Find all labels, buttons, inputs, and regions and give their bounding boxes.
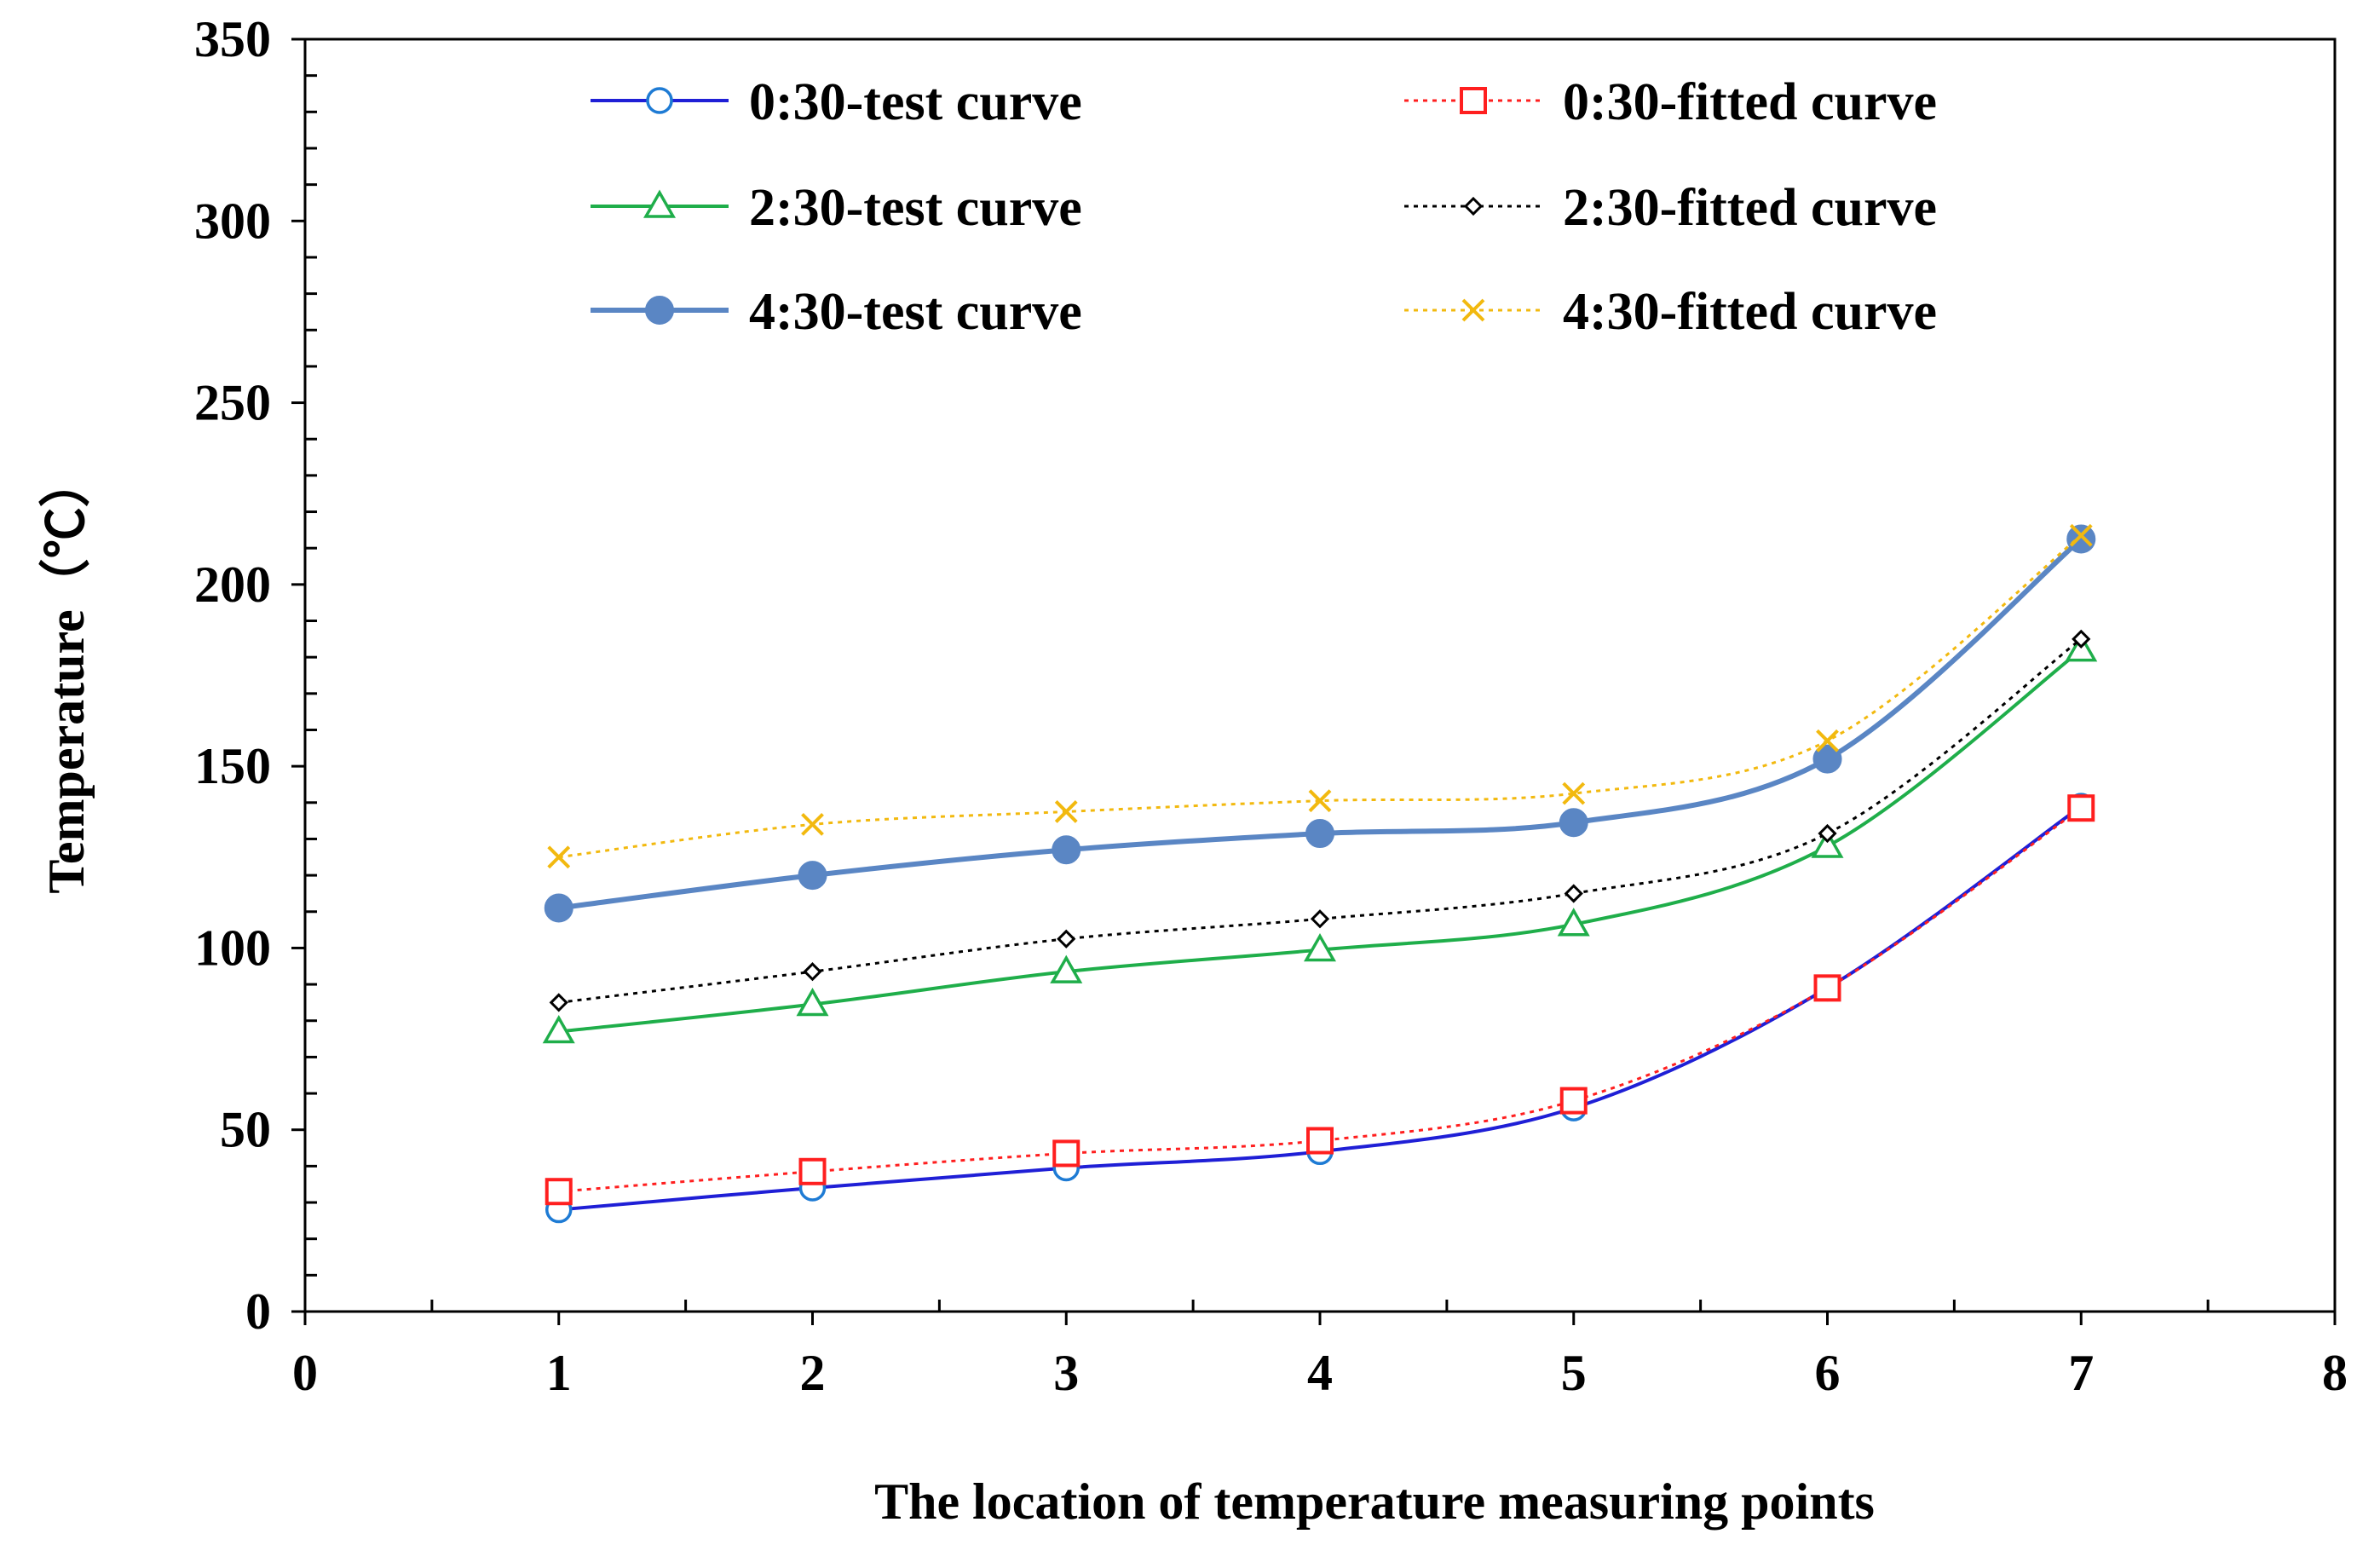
data-point-marker (544, 893, 573, 923)
data-point-marker (542, 1015, 575, 1044)
data-point-marker (1057, 929, 1076, 948)
x-tick-label: 1 (546, 1345, 572, 1401)
data-point-marker (801, 812, 824, 836)
data-point-marker (803, 962, 822, 982)
y-tick-label: 150 (194, 738, 271, 794)
marker-stroke (1308, 789, 1332, 813)
data-point-marker (2072, 629, 2091, 649)
data-point-marker (2067, 794, 2095, 822)
data-point-marker (1816, 729, 1839, 752)
marker-stroke (1054, 800, 1078, 823)
legend-label: 0:30-fitted curve (1563, 73, 1937, 131)
x-tick-label: 5 (1561, 1345, 1587, 1401)
x-tick-label: 4 (1307, 1345, 1333, 1401)
x-tick-label: 8 (2322, 1345, 2348, 1401)
y-tick-label: 200 (194, 556, 271, 613)
legend-entry-2: 0:30-fitted curve (1404, 73, 1937, 131)
data-point-marker (2069, 523, 2093, 547)
legend-entry-1: 0:30-test curve (591, 73, 1082, 131)
y-tick-label: 50 (220, 1102, 271, 1158)
data-point-marker (547, 845, 571, 869)
marker-stroke (2069, 523, 2093, 547)
data-point-marker (1564, 884, 1583, 903)
data-point-marker (1813, 974, 1841, 1002)
x-tick-label: 2 (800, 1345, 826, 1401)
marker-stroke (1461, 298, 1485, 322)
legend-label: 4:30-fitted curve (1563, 283, 1937, 341)
data-point-marker (646, 87, 673, 114)
data-point-marker (1306, 1127, 1334, 1155)
legend-entry-6: 4:30-fitted curve (1404, 283, 1937, 341)
marker-stroke (801, 812, 824, 836)
data-point-marker (1559, 1087, 1588, 1115)
data-point-marker (796, 988, 829, 1017)
x-axis-title: The location of temperature measuring po… (874, 1473, 1875, 1530)
data-point-marker (798, 861, 827, 891)
data-point-marker (1303, 933, 1337, 962)
marker-stroke (1816, 729, 1839, 752)
y-tick-label: 0 (245, 1283, 271, 1340)
series-6 (547, 523, 2093, 869)
y-tick-labels: 0 50 100 150 200 250 300 350 (194, 11, 271, 1340)
y-axis-title: Temperature（℃） (37, 456, 95, 893)
x-tick-label: 3 (1053, 1345, 1079, 1401)
data-point-marker (1050, 954, 1083, 983)
x-tick-label: 0 (292, 1345, 318, 1401)
legend-entry-4: 2:30-fitted curve (1404, 179, 1937, 237)
series-layer (542, 523, 2098, 1224)
data-point-marker (1559, 808, 1588, 838)
y-tick-label: 350 (194, 11, 271, 67)
data-point-marker (645, 296, 674, 325)
series-5 (544, 524, 2096, 923)
legend-entry-5: 4:30-test curve (591, 283, 1082, 341)
data-point-marker (2066, 524, 2096, 554)
series-3 (542, 633, 2098, 1044)
axis-ticks (291, 37, 2337, 1325)
data-point-marker (1308, 789, 1332, 813)
legend-entry-3: 2:30-test curve (591, 179, 1082, 237)
data-point-marker (643, 189, 677, 218)
data-point-marker (1052, 835, 1081, 865)
x-tick-label: 7 (2068, 1345, 2094, 1401)
y-tick-label: 300 (194, 193, 271, 249)
data-point-marker (1811, 829, 1844, 858)
legend-label: 2:30-test curve (749, 179, 1082, 237)
legend-label: 4:30-test curve (749, 283, 1082, 341)
data-point-marker (1463, 196, 1484, 216)
y-tick-label: 250 (194, 375, 271, 431)
data-point-marker (1818, 823, 1837, 844)
x-tick-label: 6 (1815, 1345, 1841, 1401)
data-point-marker (1305, 819, 1334, 849)
series-2 (545, 794, 2095, 1206)
data-point-marker (1812, 744, 1842, 774)
data-point-marker (1054, 800, 1078, 823)
data-point-marker (1557, 908, 1590, 937)
data-point-marker (1052, 1139, 1081, 1168)
data-point-marker (1460, 87, 1487, 114)
x-tick-labels: 0 1 2 3 4 5 6 7 8 (292, 1345, 2348, 1401)
data-point-marker (798, 1157, 827, 1185)
data-point-marker (1310, 909, 1330, 929)
legend-label: 2:30-fitted curve (1563, 179, 1937, 237)
legend-label: 0:30-test curve (749, 73, 1082, 131)
marker-stroke (1562, 781, 1586, 805)
data-point-marker (1461, 298, 1485, 322)
legend: 0:30-test curve 0:30-fitted curve 2:30-tes… (591, 73, 1937, 341)
y-tick-label: 100 (194, 920, 271, 976)
marker-stroke (547, 845, 571, 869)
series-4 (549, 629, 2091, 1012)
data-point-marker (545, 1178, 573, 1206)
data-point-marker (1562, 781, 1586, 805)
data-point-marker (549, 993, 568, 1012)
